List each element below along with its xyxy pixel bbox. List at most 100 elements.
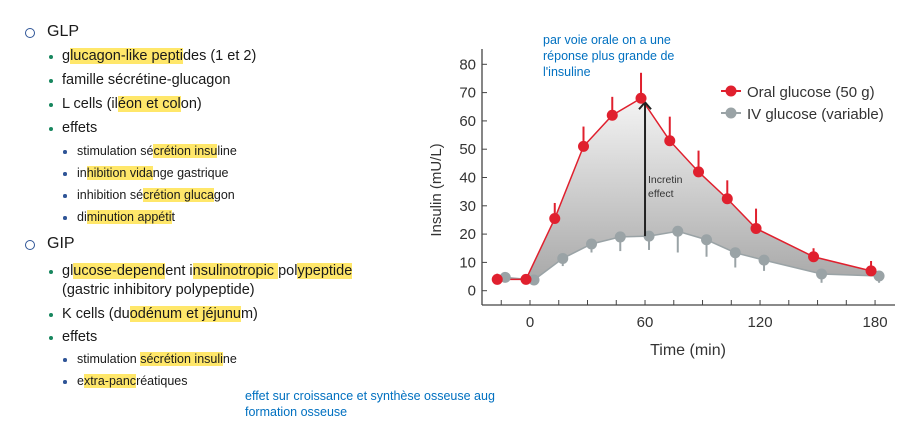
bullet-icon xyxy=(63,194,67,198)
y-tick-label: 30 xyxy=(459,198,476,215)
y-tick-label: 0 xyxy=(468,283,476,300)
highlighted-text: crétion gluca xyxy=(143,188,214,202)
y-tick-label: 20 xyxy=(459,226,476,243)
highlighted-text: odénum et jéjunu xyxy=(129,306,241,322)
iv-point xyxy=(701,234,713,246)
text: famille sécrétine-glucagon xyxy=(62,72,231,88)
text: effets xyxy=(62,120,98,136)
highlighted-text: ypeptide xyxy=(297,263,353,279)
outline-item: (gastric inhibitory polypeptide) xyxy=(62,282,255,298)
outline-item: diminution appétit xyxy=(77,210,175,224)
outline-item: glucagon-like peptides (1 et 2) xyxy=(62,48,256,64)
oral-point xyxy=(635,92,647,104)
text: ent i xyxy=(165,263,193,279)
legend-oral-label: Oral glucose (50 g) xyxy=(747,84,875,101)
y-tick-label: 40 xyxy=(459,170,476,187)
outline-item: stimulation sécrétion insuline xyxy=(77,352,237,366)
text: L cells (il xyxy=(62,96,118,112)
x-axis-label: Time (min) xyxy=(650,342,726,359)
oral-series-line xyxy=(497,97,872,281)
iv-point xyxy=(758,254,770,266)
outline-item: L cells (iléon et colon) xyxy=(62,96,202,112)
text: stimulation xyxy=(77,352,141,366)
iv-series-line xyxy=(505,230,880,281)
bullet-icon xyxy=(49,55,53,59)
bullet-icon xyxy=(49,336,53,340)
legend-iv-marker xyxy=(725,107,737,119)
oral-point xyxy=(606,109,618,121)
y-tick-label: 60 xyxy=(459,113,476,130)
y-tick-label: 10 xyxy=(459,254,476,271)
text: inhibition sé xyxy=(77,188,144,202)
y-axis-label: Insulin (mU/L) xyxy=(428,143,445,236)
bullet-icon xyxy=(63,358,67,362)
x-tick-label: 180 xyxy=(863,314,888,331)
circle-bullet-icon xyxy=(25,28,35,38)
outline-item: famille sécrétine-glucagon xyxy=(62,72,230,88)
oral-point xyxy=(750,222,762,234)
oral-point xyxy=(549,213,561,225)
text: g xyxy=(62,48,71,64)
bullet-icon xyxy=(49,270,53,274)
text: effets xyxy=(62,329,98,345)
note-oral-line: l'insuline xyxy=(543,65,591,79)
iv-point xyxy=(873,270,885,282)
text: m) xyxy=(240,306,258,322)
outline-item: effets xyxy=(62,120,97,136)
y-tick-label: 70 xyxy=(459,85,476,102)
note-gip-line: formation osseuse xyxy=(245,405,348,419)
x-tick-label: 60 xyxy=(637,314,654,331)
outline-item: effets xyxy=(62,329,97,345)
highlighted-text: crétion insu xyxy=(153,144,218,158)
bullet-icon xyxy=(63,172,67,176)
legend-oral-marker xyxy=(725,85,737,97)
oral-point xyxy=(664,135,676,147)
text: GIP xyxy=(47,235,75,252)
iv-point xyxy=(528,274,540,286)
highlighted-text: hibition vida xyxy=(86,166,153,180)
incretin-shaded-area xyxy=(497,98,880,280)
x-tick-label: 120 xyxy=(748,314,773,331)
oral-point xyxy=(491,273,503,285)
outline-item: K cells (duodénum et jéjunum) xyxy=(62,306,258,322)
y-tick-label: 50 xyxy=(459,141,476,158)
plot-area xyxy=(491,72,885,286)
outline-item: inhibition vidange gastrique xyxy=(77,166,229,180)
oral-point xyxy=(721,193,733,205)
note-gip-line: effet sur croissance et synthèse osseuse… xyxy=(245,389,495,403)
oral-point xyxy=(520,273,532,285)
iv-point xyxy=(643,230,655,242)
text: réatiques xyxy=(136,374,188,388)
outline-item: glucose-dependent insulinotropic polypep… xyxy=(62,263,353,279)
iv-point xyxy=(586,238,598,250)
text: line xyxy=(217,144,237,158)
text: des (1 et 2) xyxy=(182,48,257,64)
note-oral-line: réponse plus grande de xyxy=(543,49,675,63)
outline-item: stimulation sécrétion insuline xyxy=(77,144,237,158)
outline-heading: GLP xyxy=(47,23,79,41)
circle-bullet-icon xyxy=(25,240,35,250)
text: gon xyxy=(213,188,235,202)
text: di xyxy=(77,210,87,224)
text: e xyxy=(77,374,84,388)
legend: Oral glucose (50 g) IV glucose (variable… xyxy=(721,84,884,123)
outline-item: inhibition sécrétion glucagon xyxy=(77,188,235,202)
bullet-icon xyxy=(63,380,67,384)
outline-heading: GIP xyxy=(47,235,75,253)
oral-point xyxy=(865,265,877,277)
oral-point xyxy=(808,251,820,263)
incretin-label-line1: Incretin xyxy=(648,174,683,186)
x-tick-label: 0 xyxy=(526,314,534,331)
iv-point xyxy=(729,247,741,259)
bullet-icon xyxy=(49,127,53,131)
text: ne xyxy=(222,352,237,366)
arrow-head-icon xyxy=(638,100,652,110)
iv-point xyxy=(816,268,828,280)
axes: 0 10 20 30 40 50 60 70 80 0 60 120 180 xyxy=(459,49,895,331)
bullet-icon xyxy=(49,79,53,83)
bullet-icon xyxy=(63,150,67,154)
oral-point xyxy=(693,166,705,178)
legend-iv-label: IV glucose (variable) xyxy=(747,106,884,123)
highlighted-text: lucagon-like pepti xyxy=(70,48,183,64)
